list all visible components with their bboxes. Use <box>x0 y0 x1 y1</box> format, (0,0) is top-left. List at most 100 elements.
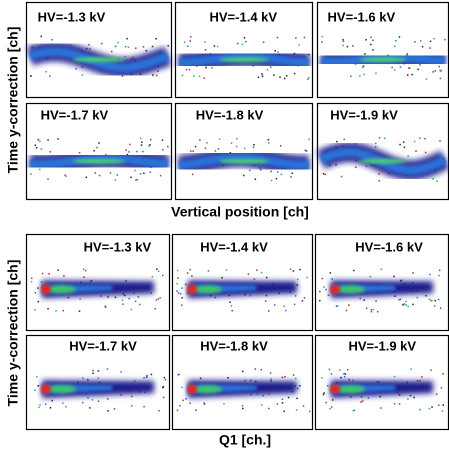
panel-label: HV=-1.4 kV <box>200 239 268 254</box>
scatter-dot <box>289 268 292 271</box>
scatter-dot <box>130 405 133 407</box>
panel: HV=-1.6 kV <box>316 1 449 99</box>
scatter-dot <box>279 145 282 147</box>
scatter-dot <box>128 297 130 300</box>
scatter-dot <box>190 36 192 38</box>
scatter-dot <box>324 173 327 176</box>
scatter-dot <box>30 173 32 175</box>
scatter-dot <box>416 380 419 382</box>
scatter-dot <box>428 298 431 301</box>
scatter-dot <box>56 137 59 140</box>
scatter-dot <box>331 278 333 280</box>
density-core <box>194 285 222 294</box>
scatter-dot <box>299 385 301 387</box>
scatter-dot <box>400 279 403 281</box>
scatter-dot <box>203 41 206 43</box>
scatter-dot <box>339 369 341 371</box>
scatter-dot <box>181 386 183 389</box>
scatter-dot <box>268 407 270 410</box>
scatter-dot <box>181 297 183 299</box>
scatter-dot <box>137 295 140 298</box>
scatter-dot <box>431 299 433 302</box>
scatter-dot <box>155 37 157 40</box>
scatter-dot <box>419 137 421 139</box>
panel-label: HV=-1.7 kV <box>41 107 109 122</box>
scatter-dot <box>180 304 183 306</box>
scatter-dot <box>424 137 426 140</box>
scatter-dot <box>127 46 130 48</box>
scatter-dot <box>344 373 347 375</box>
scatter-dot <box>415 150 417 152</box>
scatter-dot <box>434 70 437 72</box>
scatter-dot <box>329 407 331 410</box>
scatter-dot <box>283 77 286 80</box>
scatter-dot <box>106 368 109 370</box>
scatter-dot <box>393 402 396 405</box>
scatter-dot <box>30 75 32 77</box>
scatter-dot <box>436 180 438 183</box>
scatter-dot <box>87 379 89 381</box>
scatter-dot <box>39 140 41 142</box>
scatter-dot <box>30 280 33 283</box>
scatter-dot <box>308 410 311 413</box>
density-band <box>29 153 169 169</box>
scatter-dot <box>247 273 250 275</box>
scatter-dot <box>273 304 276 306</box>
scatter-dot <box>34 389 36 391</box>
scatter-dot <box>433 305 436 307</box>
scatter-dot <box>428 407 431 410</box>
panel-label: HV=-1.6 kV <box>328 9 396 24</box>
scatter-dot <box>179 405 181 407</box>
scatter-dot <box>322 393 325 396</box>
scatter-dot <box>425 78 428 80</box>
scatter-dot <box>190 150 192 152</box>
scatter-dot <box>115 45 117 48</box>
scatter-dot <box>438 404 440 406</box>
scatter-dot <box>199 139 201 141</box>
scatter-dot <box>340 376 342 379</box>
scatter-dot <box>257 76 260 78</box>
scatter-dot <box>359 297 361 300</box>
scatter-dot <box>109 172 112 174</box>
scatter-dot <box>378 179 381 182</box>
scatter-dot <box>213 45 216 47</box>
density-core <box>359 57 407 63</box>
scatter-dot <box>186 45 189 48</box>
scatter-dot <box>322 172 325 175</box>
scatter-dot <box>140 144 143 146</box>
scatter-dot <box>353 409 356 412</box>
scatter-dot <box>295 409 298 411</box>
scatter-dot <box>159 297 162 299</box>
scatter-dot <box>393 69 396 71</box>
scatter-dot <box>241 370 244 373</box>
scatter-dot <box>432 178 434 180</box>
scatter-dot <box>302 405 305 407</box>
panel-label: HV=-1.4 kV <box>210 9 278 24</box>
scatter-dot <box>253 143 255 146</box>
scatter-dot <box>203 77 205 79</box>
scatter-dot <box>352 409 355 412</box>
scatter-dot <box>47 178 49 180</box>
scatter-dot <box>393 275 395 278</box>
scatter-dot <box>157 298 160 300</box>
scatter-dot <box>176 269 179 272</box>
scatter-dot <box>374 146 377 148</box>
scatter-dot <box>405 304 407 306</box>
scatter-dot <box>365 39 367 41</box>
scatter-dot <box>139 137 142 139</box>
scatter-dot <box>194 145 197 148</box>
scatter-dot <box>431 406 433 408</box>
scatter-dot <box>243 174 245 177</box>
scatter-dot <box>296 397 298 400</box>
scatter-dot <box>348 378 351 381</box>
scatter-dot <box>227 377 229 379</box>
scatter-dot <box>279 76 281 78</box>
scatter-dot <box>36 376 38 378</box>
scatter-dot <box>308 76 310 79</box>
density-core <box>72 57 126 63</box>
scatter-dot <box>294 295 297 297</box>
scatter-dot <box>49 75 51 77</box>
scatter-dot <box>417 68 419 71</box>
scatter-dot <box>414 41 416 43</box>
scatter-dot <box>141 141 143 144</box>
